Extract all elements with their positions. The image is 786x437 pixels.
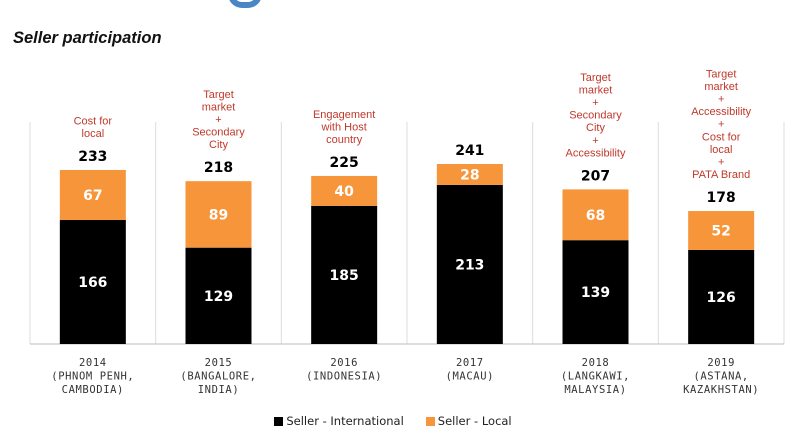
annotation-line: Cost for — [702, 131, 741, 143]
category-label: KAZAKHSTAN) — [683, 384, 759, 396]
annotation-line: market — [202, 101, 236, 113]
annotation-line: City — [209, 139, 228, 151]
category-label: (INDONESIA) — [306, 371, 382, 383]
annotation-line: Accessibility — [566, 147, 626, 159]
annotation-line: Accessibility — [691, 106, 751, 118]
bar-international — [311, 205, 378, 344]
annotation-line: country — [326, 134, 363, 146]
chart-title: Seller participation — [13, 29, 162, 47]
data-label-international: 166 — [78, 275, 107, 291]
annotation-line: local — [710, 144, 733, 156]
category-label: (ASTANA, — [693, 371, 748, 383]
category-label: INDIA) — [198, 384, 240, 396]
data-label-total: 178 — [707, 190, 736, 206]
annotation-line: Secondary — [192, 127, 245, 139]
category-label: (LANGKAWI, — [561, 371, 630, 383]
legend-swatch-international — [274, 416, 284, 426]
data-label-international: 185 — [330, 268, 359, 284]
data-label-international: 213 — [455, 257, 484, 273]
annotation-line: Target — [580, 72, 611, 84]
bar-international — [562, 240, 629, 344]
annotation-line: + — [592, 97, 598, 109]
annotation-line: Cost for — [74, 115, 113, 127]
annotation-line: + — [718, 93, 724, 105]
annotation-line: + — [215, 114, 221, 126]
data-label-international: 126 — [707, 290, 736, 306]
data-label-international: 129 — [204, 289, 233, 305]
bar-international — [185, 247, 252, 344]
annotation-line: with Host — [321, 121, 367, 133]
data-label-local: 68 — [586, 208, 605, 224]
annotation-line: + — [592, 135, 598, 147]
bar-local — [436, 164, 503, 185]
annotation-line: market — [704, 81, 738, 93]
category-label: (MACAU) — [446, 371, 494, 383]
chart-legend: Seller - International Seller - Local — [0, 414, 786, 428]
annotation-line: Engagement — [313, 109, 375, 121]
annotation-line: City — [586, 122, 605, 134]
annotation-line: Secondary — [569, 110, 622, 122]
bar-local — [688, 211, 755, 250]
data-label-local: 40 — [334, 184, 354, 200]
annotation-line: + — [718, 119, 724, 131]
data-label-local: 67 — [83, 188, 102, 204]
data-label-total: 225 — [330, 155, 359, 171]
category-label: 2019 — [707, 357, 735, 369]
data-label-local: 52 — [711, 223, 730, 239]
bar-international — [688, 249, 755, 344]
legend-label-international: Seller - International — [286, 414, 404, 428]
annotation-line: market — [579, 84, 613, 96]
category-label: MALAYSIA) — [564, 384, 626, 396]
category-label: (BANGALORE, — [180, 371, 256, 383]
category-label: 2016 — [330, 357, 358, 369]
legend-item-international: Seller - International — [274, 414, 404, 428]
legend-item-local: Seller - Local — [425, 414, 512, 428]
annotation-line: Target — [706, 68, 737, 80]
data-label-local: 28 — [460, 167, 479, 183]
category-label: (PHNOM PENH, — [51, 371, 134, 383]
bar-international — [436, 184, 503, 344]
bar-local — [311, 175, 378, 206]
annotation-line: local — [82, 128, 105, 140]
category-label: CAMBODIA) — [62, 384, 124, 396]
category-label: 2015 — [205, 357, 233, 369]
data-label-total: 218 — [204, 160, 233, 176]
bar-local — [59, 169, 126, 221]
legend-label-local: Seller - Local — [437, 414, 512, 428]
category-label: 2017 — [456, 357, 484, 369]
category-label: 2014 — [79, 357, 107, 369]
bar-local — [185, 181, 252, 248]
annotation-line: Target — [203, 89, 234, 101]
annotation-line: PATA Brand — [692, 169, 750, 181]
data-label-total: 207 — [581, 168, 610, 184]
bar-local — [562, 189, 629, 241]
legend-swatch-local — [425, 416, 435, 426]
data-label-local: 89 — [209, 207, 228, 223]
data-label-total: 233 — [78, 149, 107, 165]
data-label-international: 139 — [581, 285, 610, 301]
annotation-line: + — [718, 156, 724, 168]
bar-international — [59, 220, 126, 344]
category-label: 2018 — [582, 357, 610, 369]
data-label-total: 241 — [455, 143, 484, 159]
